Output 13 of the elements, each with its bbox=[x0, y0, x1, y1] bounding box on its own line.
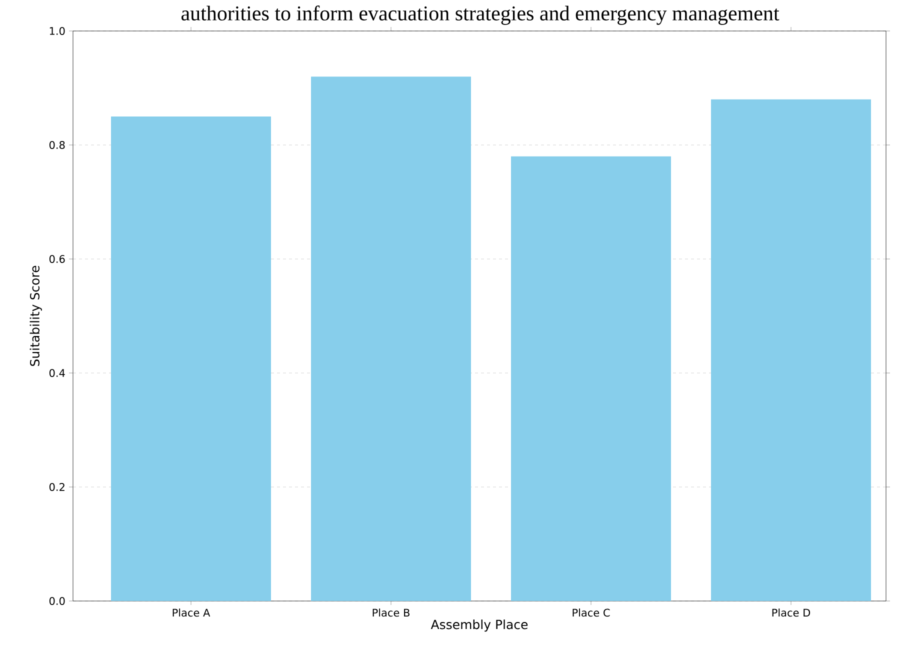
y-tick-label: 0.0 bbox=[49, 597, 65, 605]
y-axis-title: Suitability Score bbox=[30, 266, 42, 366]
y-tick-label: 0.4 bbox=[49, 369, 65, 377]
y-tick-label: 0.6 bbox=[49, 255, 65, 263]
y-tick-label: 0.2 bbox=[49, 483, 64, 491]
x-axis-title: Assembly Place bbox=[430, 620, 528, 632]
x-tick-label: Place A bbox=[172, 608, 210, 617]
x-tick-label: Place D bbox=[772, 608, 810, 617]
y-tick-label: 1.0 bbox=[50, 27, 65, 35]
y-tick-label: 0.8 bbox=[49, 141, 65, 149]
chart-title: authorities to inform evacuation strategies and emergency management bbox=[182, 6, 780, 25]
x-tick-label: Place B bbox=[372, 608, 410, 617]
x-tick-label: Place C bbox=[572, 608, 610, 617]
